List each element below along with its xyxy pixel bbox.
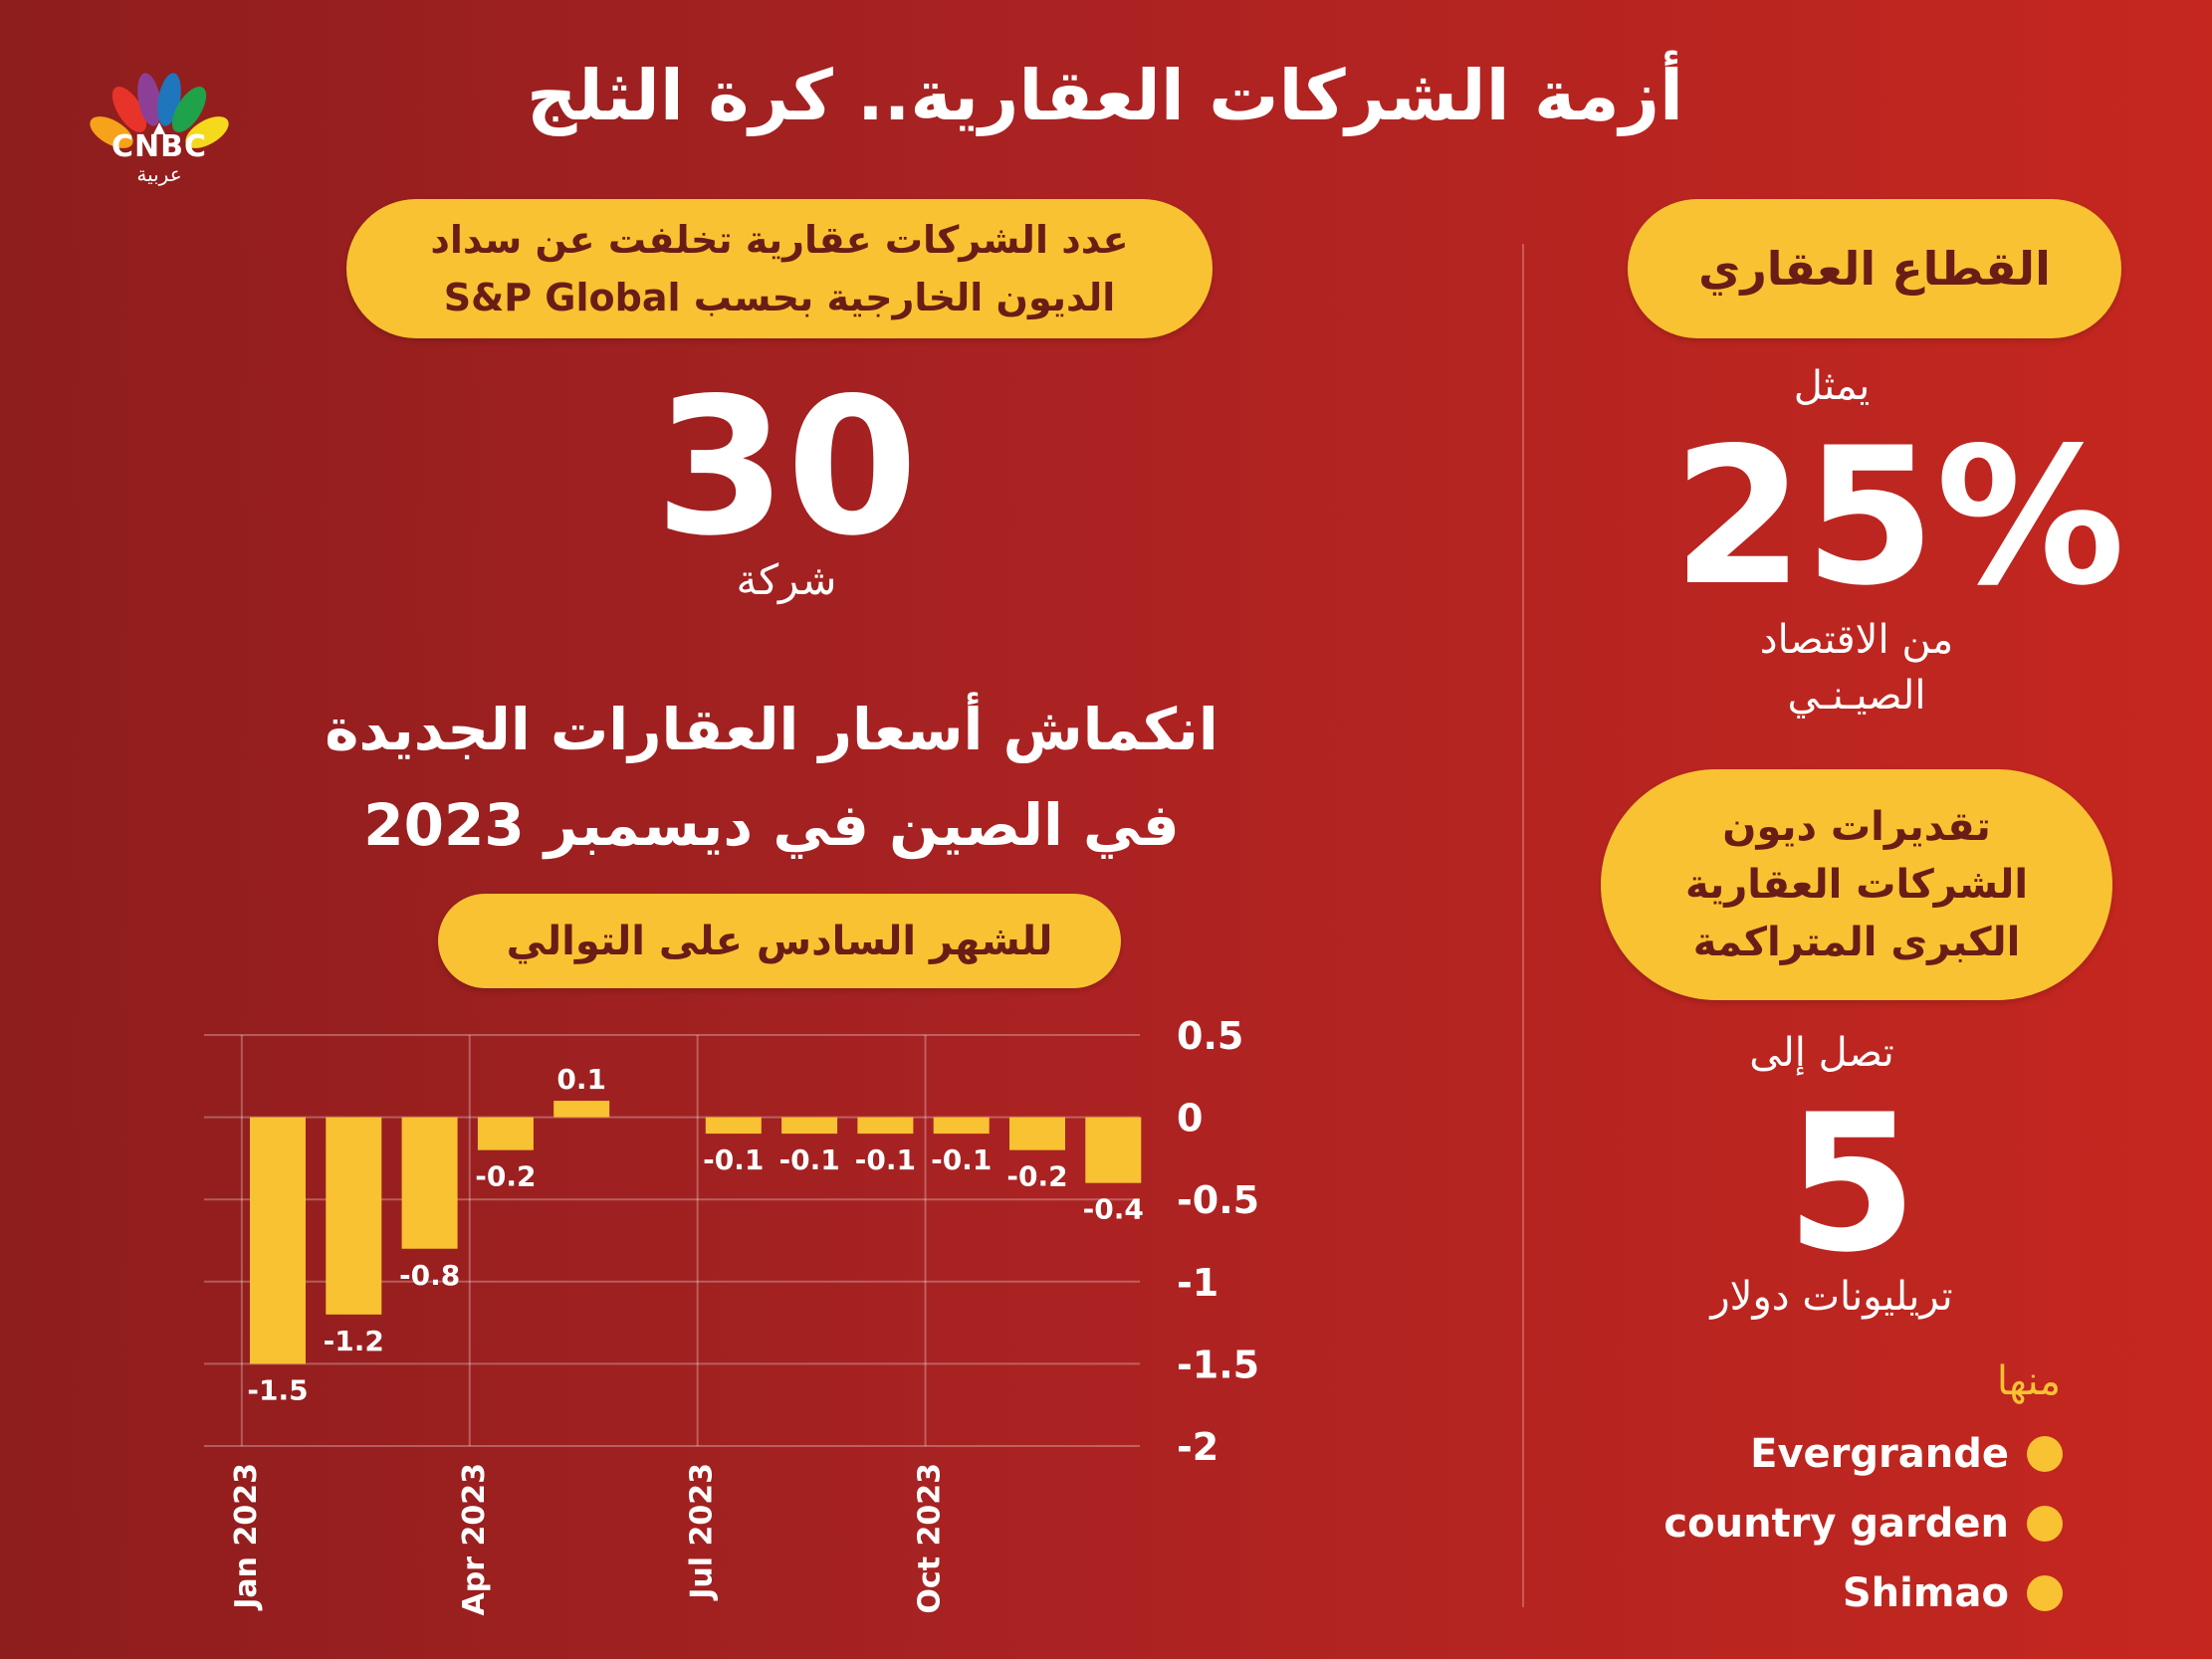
debt-pill-line: تقديرات ديون [1722, 804, 1991, 850]
company-name: country garden [1663, 1501, 2009, 1547]
chart-title-line: في الصين في ديسمبر 2023 [363, 791, 1180, 859]
bar-value-label: -0.8 [399, 1259, 460, 1292]
company-item: country garden [1663, 1501, 2063, 1547]
bar-value-label: -0.2 [475, 1160, 536, 1193]
share-suffix-line: من الاقتصاد [1759, 617, 1954, 663]
sector-pill-label: القطاع العقاري [1698, 242, 2051, 296]
debt-unit: تريليونات دولار [1710, 1274, 1953, 1320]
chart-bar [1009, 1117, 1065, 1150]
column-divider [1522, 244, 1524, 1607]
debt-pill: تقديرات ديون الشركات العقارية الكبرى الم… [1601, 769, 2112, 1000]
logo-subtitle: عربية [136, 162, 182, 186]
bar-value-label: 0.1 [556, 1063, 606, 1096]
share-suffix: من الاقتصاد الصيـنـي [1682, 612, 2031, 724]
bullet-dot-icon [2027, 1436, 2063, 1472]
bar-value-label: -0.1 [703, 1143, 764, 1176]
y-tick-label: 0.5 [1177, 1014, 1243, 1058]
bar-value-label: -0.1 [931, 1143, 992, 1176]
bar-value-label: -1.2 [324, 1325, 384, 1357]
debt-intro: تصل إلى [1749, 1030, 1894, 1076]
defaults-unit: شركة [736, 555, 837, 604]
bar-value-label: -0.1 [778, 1143, 839, 1176]
chart-bar [857, 1117, 914, 1135]
chart-subtitle: للشهر السادس على التوالي [506, 918, 1053, 964]
x-tick-label: Jul 2023 [685, 1463, 720, 1601]
debt-value: 5 [1785, 1074, 1918, 1294]
chart-bar [326, 1117, 382, 1315]
peacock-logo-icon [90, 73, 229, 148]
x-tick-label: Apr 2023 [457, 1463, 492, 1615]
y-tick-label: -1.5 [1177, 1343, 1259, 1386]
y-tick-label: 0 [1177, 1097, 1203, 1141]
chart-title-line: انكماش أسعار العقارات الجديدة [325, 696, 1218, 763]
companies-label: منها [1996, 1358, 2061, 1404]
bullet-dot-icon [2027, 1506, 2063, 1542]
share-intro: يمثل [1793, 363, 1871, 409]
chart-bar [933, 1117, 990, 1135]
y-tick-label: -2 [1177, 1425, 1218, 1469]
chart-bar [1085, 1117, 1142, 1183]
page-title: أزمة الشركات العقارية.. كرة الثلج [526, 55, 1684, 136]
bar-value-label: -0.2 [1006, 1160, 1067, 1193]
chart-bar [705, 1117, 762, 1135]
logo-wordmark: CNBC [111, 129, 207, 164]
debt-pill-line: الشركات العقارية [1684, 862, 2029, 908]
defaults-pill-line: الديون الخارجية بحسب S&P Global [443, 276, 1116, 319]
chart-bar [401, 1117, 458, 1249]
defaults-count: 30 [654, 357, 919, 577]
bar-value-label: -0.1 [855, 1143, 916, 1176]
company-name: Evergrande [1750, 1431, 2009, 1477]
debt-pill-line: الكبرى المتراكمة [1692, 920, 2021, 965]
share-suffix-line: الصيـنـي [1787, 673, 1926, 719]
bar-value-label: -1.5 [247, 1373, 308, 1406]
bullet-dot-icon [2027, 1575, 2063, 1611]
defaults-pill: عدد الشركات عقارية تخلفت عن سداد الديون … [346, 199, 1213, 338]
chart-bar [781, 1117, 838, 1135]
y-tick-label: -0.5 [1177, 1178, 1259, 1222]
sector-pill: القطاع العقاري [1628, 199, 2121, 338]
defaults-pill-line: عدد الشركات عقارية تخلفت عن سداد [430, 218, 1129, 262]
company-item: Evergrande [1750, 1431, 2063, 1477]
company-item: Shimao [1843, 1570, 2063, 1616]
bar-value-label: -0.4 [1083, 1193, 1144, 1226]
x-tick-label: Jan 2023 [229, 1463, 264, 1611]
chart-bar [250, 1117, 306, 1364]
chart-bar [553, 1101, 610, 1118]
share-value: 25% [1672, 407, 2125, 627]
y-tick-label: -1 [1177, 1261, 1218, 1305]
company-name: Shimao [1842, 1570, 2009, 1616]
x-tick-label: Oct 2023 [913, 1463, 948, 1614]
chart-bar [477, 1117, 534, 1150]
chart-title: انكماش أسعار العقارات الجديدة في الصين ف… [279, 682, 1264, 873]
chart-subtitle-pill: للشهر السادس على التوالي [438, 894, 1121, 988]
